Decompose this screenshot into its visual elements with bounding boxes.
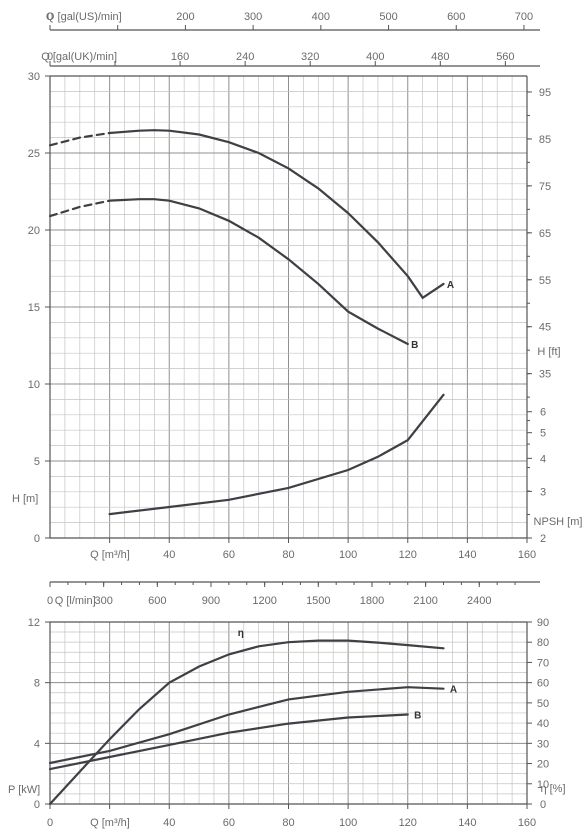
tick-label-top-lmin: 300 bbox=[94, 595, 112, 607]
tick-label-bottom: 80 bbox=[282, 549, 294, 561]
tick-label-right-eta: 40 bbox=[537, 718, 549, 730]
tick-label-top-uk: 560 bbox=[496, 51, 514, 63]
tick-label-top-lmin: 2100 bbox=[413, 595, 437, 607]
tick-label-top-us: 600 bbox=[447, 11, 465, 23]
tick-label-bottom: 40 bbox=[163, 549, 175, 561]
tick-label-top-us: 500 bbox=[379, 11, 397, 23]
tick-label-top-uk: 480 bbox=[431, 51, 449, 63]
tick-label-top-lmin: 1200 bbox=[252, 595, 276, 607]
tick-label-right-eta: 30 bbox=[537, 738, 549, 750]
axis-label-top-uk: Q [gal(UK)/min] bbox=[41, 51, 117, 63]
tick-label-bottom: 60 bbox=[223, 817, 235, 829]
tick-label-right-ft: 55 bbox=[539, 275, 551, 287]
tick-label-right-ft: 45 bbox=[539, 322, 551, 334]
tick-label-top-lmin: 0 bbox=[47, 595, 53, 607]
curve-npsh bbox=[108, 393, 445, 516]
tick-label-bottom: 80 bbox=[282, 817, 294, 829]
tick-label-bottom: 100 bbox=[339, 549, 357, 561]
axis-label-h-ft: H [ft] bbox=[537, 346, 560, 358]
tick-label-right-npsh: 2 bbox=[540, 533, 546, 545]
tick-label-left: 15 bbox=[28, 302, 40, 314]
tick-label-top-us: 300 bbox=[244, 11, 262, 23]
axis-label-bottom-q: Q [m³/h] bbox=[90, 549, 130, 561]
tick-label-top-us: 700 bbox=[515, 11, 533, 23]
curve-eta bbox=[48, 639, 445, 806]
tick-label-right-ft: 75 bbox=[539, 181, 551, 193]
tick-label-top-us: 400 bbox=[312, 11, 330, 23]
axis-label-npsh: NPSH [m] bbox=[534, 516, 582, 528]
tick-label-right-npsh: 3 bbox=[540, 486, 546, 498]
tick-label-left-p: 8 bbox=[34, 678, 40, 690]
tick-label-right-eta: 20 bbox=[537, 759, 549, 771]
curve-label-power-B: B bbox=[414, 711, 421, 722]
tick-label-bottom: 140 bbox=[458, 549, 476, 561]
tick-label-bottom: 160 bbox=[518, 817, 536, 829]
tick-label-right-ft: 95 bbox=[539, 87, 551, 99]
axis-label-h-m: H [m] bbox=[12, 493, 38, 505]
tick-label-right-eta: 60 bbox=[537, 678, 549, 690]
curve-label-eta: η bbox=[238, 628, 244, 639]
curve-B-dashed bbox=[48, 199, 111, 218]
curve-B bbox=[108, 198, 409, 346]
tick-label-bottom: 60 bbox=[223, 549, 235, 561]
tick-label-top-lmin: 1500 bbox=[306, 595, 330, 607]
tick-label-right-eta: 90 bbox=[537, 617, 549, 629]
tick-label-top-lmin: 900 bbox=[202, 595, 220, 607]
tick-label-right-eta: 70 bbox=[537, 657, 549, 669]
tick-label-right-npsh: 5 bbox=[540, 428, 546, 440]
tick-label-right-npsh: 6 bbox=[540, 407, 546, 419]
tick-label-right-npsh: 4 bbox=[540, 453, 546, 465]
tick-label-top-us: 200 bbox=[176, 11, 194, 23]
tick-label-right-eta: 50 bbox=[537, 698, 549, 710]
tick-label-left: 25 bbox=[28, 148, 40, 160]
tick-label-top-uk: 240 bbox=[236, 51, 254, 63]
tick-label-top-lmin: 600 bbox=[148, 595, 166, 607]
tick-label-left: 5 bbox=[34, 456, 40, 468]
tick-label-top-uk: 400 bbox=[366, 51, 384, 63]
axis-label-p: P [kW] bbox=[8, 784, 40, 796]
tick-label-right-ft: 35 bbox=[539, 369, 551, 381]
curve-label-A: A bbox=[447, 280, 454, 291]
tick-label-top-uk: 0 bbox=[47, 51, 53, 63]
curve-label-B: B bbox=[411, 340, 418, 351]
tick-label-left: 30 bbox=[28, 71, 40, 83]
tick-label-left-p: 4 bbox=[34, 738, 40, 750]
tick-label-bottom: 120 bbox=[399, 549, 417, 561]
tick-label-left: 20 bbox=[28, 225, 40, 237]
tick-label-left: 10 bbox=[28, 379, 40, 391]
tick-label-top-us: 0 bbox=[47, 11, 53, 23]
axis-label-top-us: Q [gal(US)/min] bbox=[46, 11, 122, 23]
tick-label-bottom: 140 bbox=[458, 817, 476, 829]
curve-A bbox=[108, 129, 445, 300]
tick-label-top-uk: 160 bbox=[171, 51, 189, 63]
tick-label-right-eta: 80 bbox=[537, 637, 549, 649]
tick-label-top-lmin: 1800 bbox=[360, 595, 384, 607]
tick-label-left: 0 bbox=[34, 533, 40, 545]
tick-label-right-eta: 0 bbox=[540, 799, 546, 811]
axis-label-bottom-q2: Q [m³/h] bbox=[90, 817, 130, 829]
curve-power-B bbox=[48, 713, 409, 771]
axis-label-top-lmin: Q [l/min] bbox=[55, 595, 96, 607]
curve-power-A bbox=[48, 686, 445, 765]
tick-label-bottom: 120 bbox=[399, 817, 417, 829]
tick-label-right-ft: 85 bbox=[539, 134, 551, 146]
tick-label-left-p: 12 bbox=[28, 617, 40, 629]
tick-label-bottom: 0 bbox=[47, 817, 53, 829]
tick-label-right-eta: 10 bbox=[537, 779, 549, 791]
curve-label-power-A: A bbox=[450, 685, 457, 696]
tick-label-bottom: 100 bbox=[339, 817, 357, 829]
tick-label-bottom: 40 bbox=[163, 817, 175, 829]
tick-label-bottom: 160 bbox=[518, 549, 536, 561]
tick-label-right-ft: 65 bbox=[539, 228, 551, 240]
axis-label-eta: η [%] bbox=[540, 783, 565, 795]
tick-label-top-uk: 320 bbox=[301, 51, 319, 63]
curve-A-dashed bbox=[48, 131, 111, 147]
tick-label-left-p: 0 bbox=[34, 799, 40, 811]
tick-label-top-lmin: 2400 bbox=[467, 595, 491, 607]
